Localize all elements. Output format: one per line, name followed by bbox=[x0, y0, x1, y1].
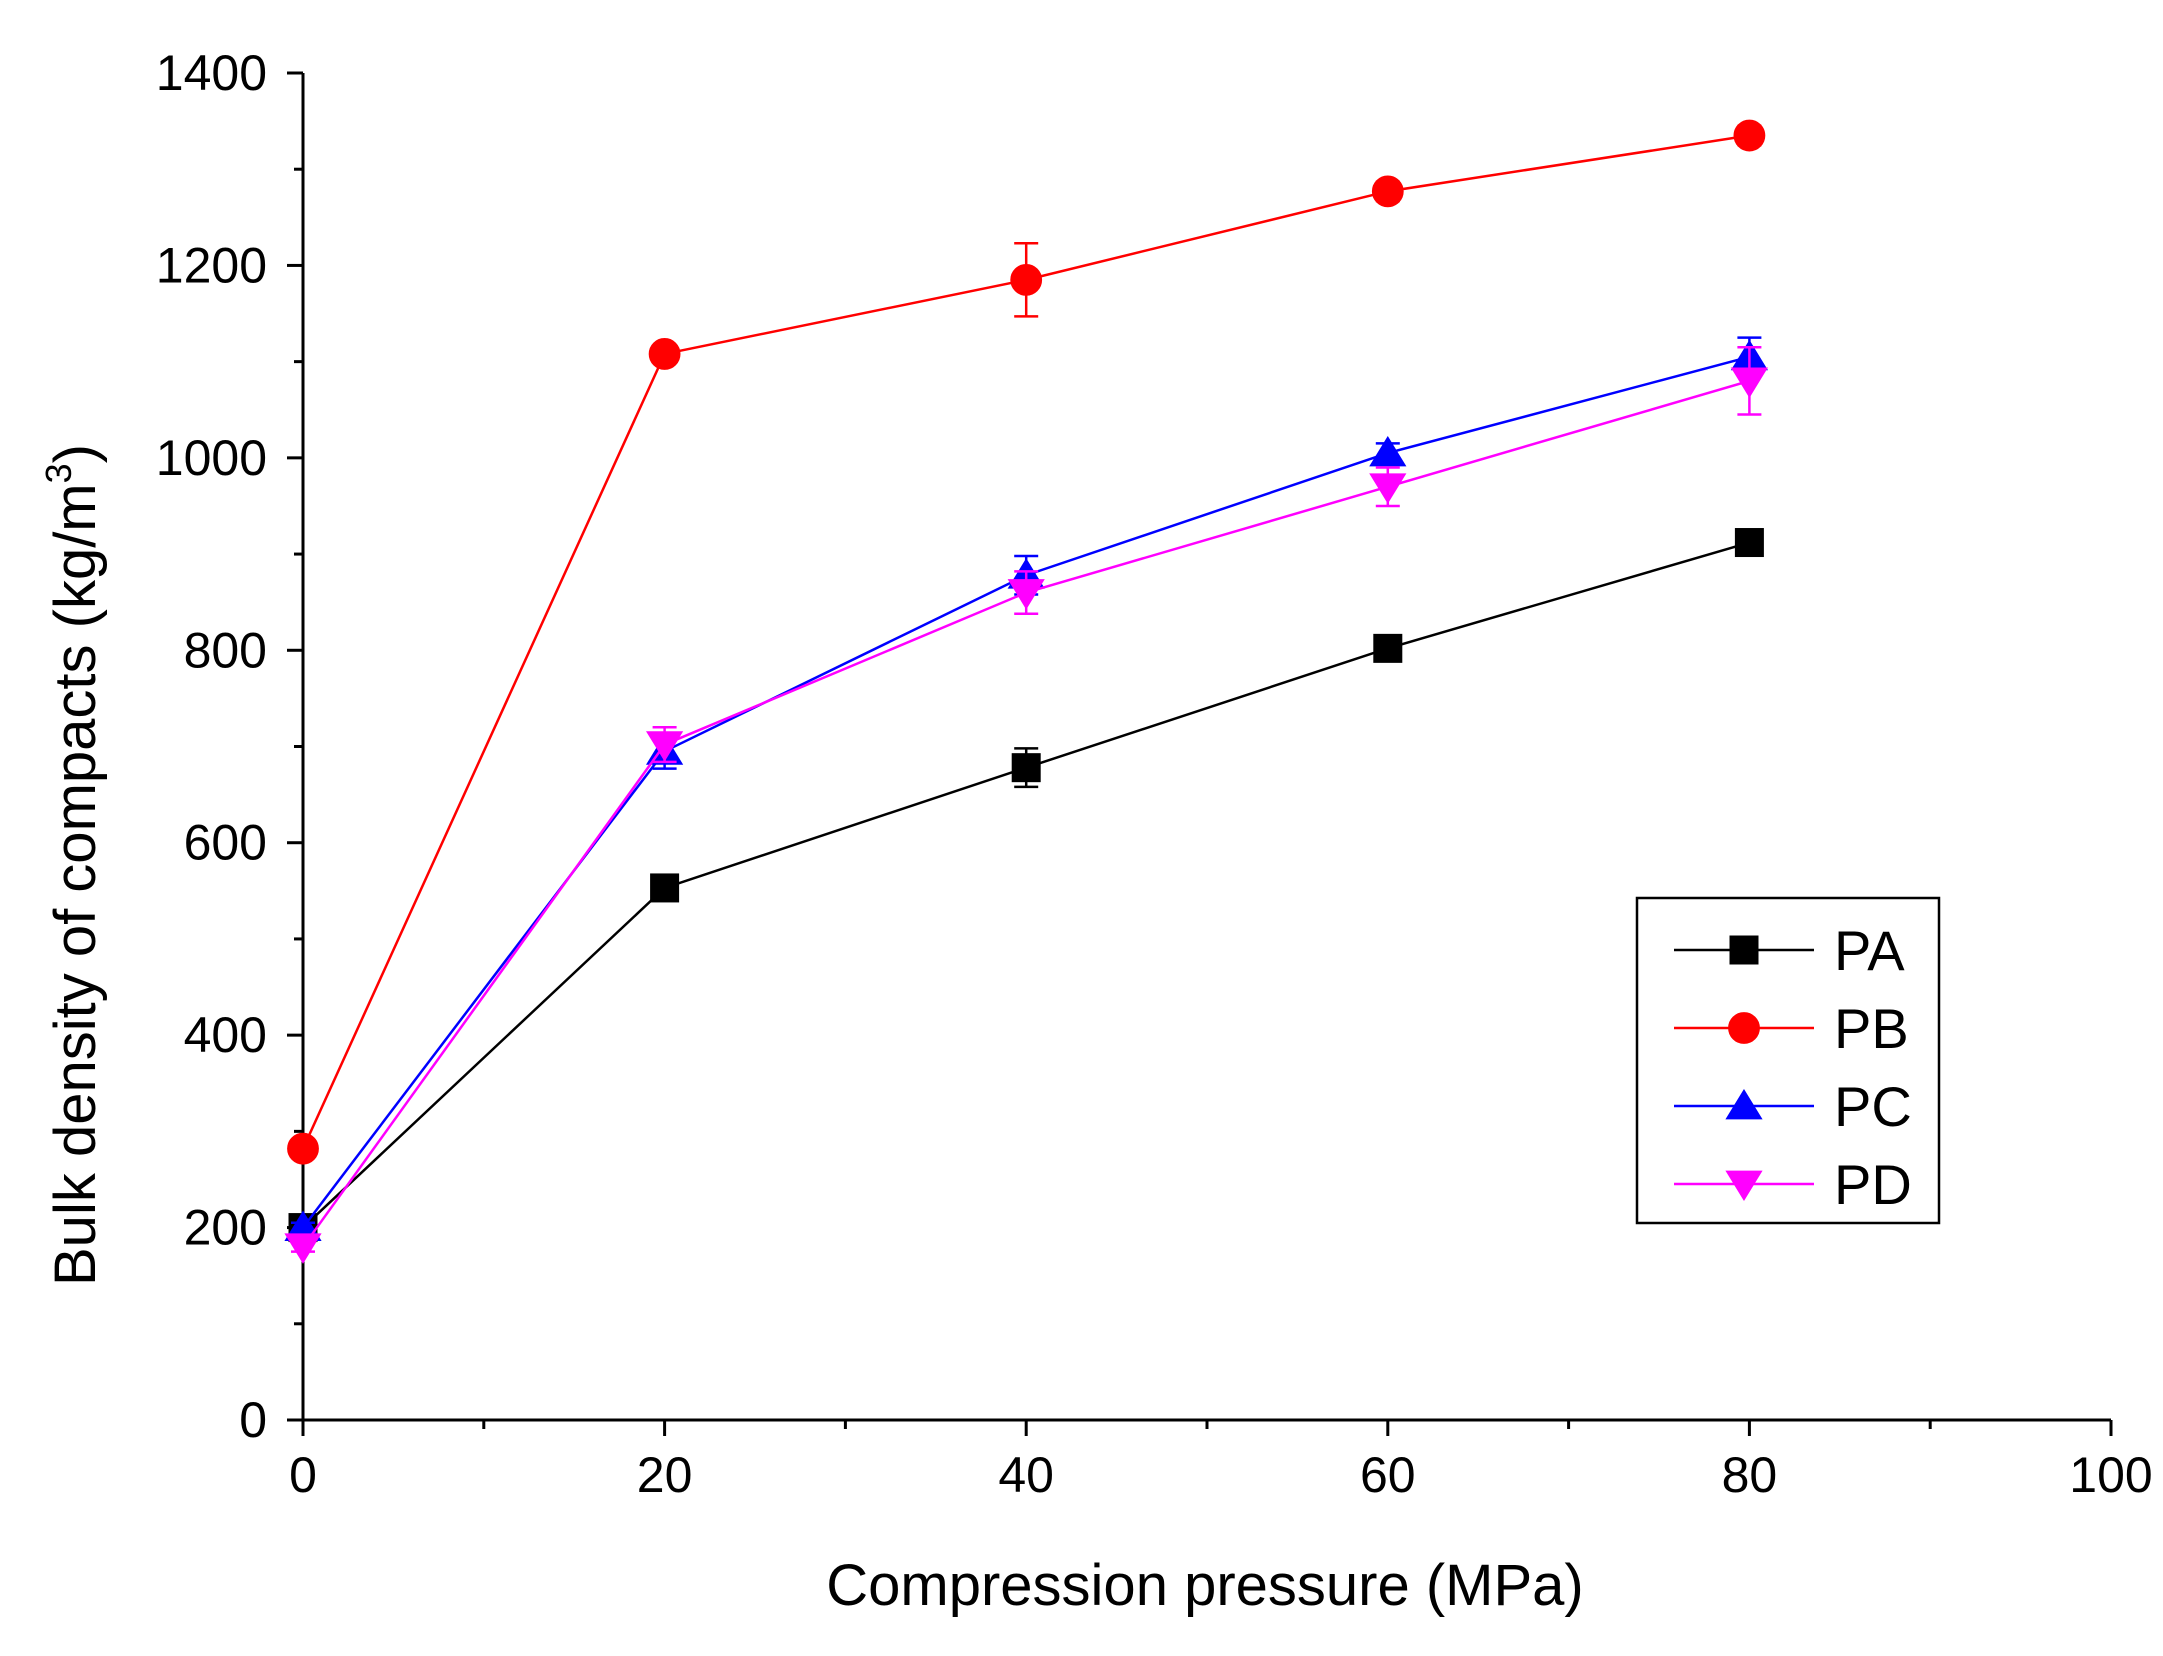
series-pb bbox=[287, 119, 1766, 1165]
data-point-pa bbox=[1373, 633, 1403, 663]
x-tick-label: 0 bbox=[289, 1447, 317, 1503]
data-point-pd bbox=[1730, 367, 1769, 398]
legend-marker-pd bbox=[1725, 1170, 1763, 1202]
y-tick-label: 600 bbox=[184, 815, 267, 871]
legend-label-pd: PD bbox=[1834, 1153, 1912, 1216]
legend-marker-pc bbox=[1725, 1088, 1763, 1120]
y-tick-label: 0 bbox=[239, 1392, 267, 1448]
x-tick-label: 60 bbox=[1360, 1447, 1416, 1503]
plot-area bbox=[284, 119, 1769, 1264]
y-axis-title-suffix: ) bbox=[43, 444, 108, 463]
data-point-pc bbox=[1369, 435, 1407, 467]
data-point-pd bbox=[1369, 473, 1407, 504]
x-tick-label: 80 bbox=[1722, 1447, 1778, 1503]
legend-label-pc: PC bbox=[1834, 1075, 1912, 1138]
x-tick-label: 100 bbox=[2069, 1447, 2152, 1503]
y-axis-title-superscript: 3 bbox=[38, 463, 79, 483]
data-point-pa bbox=[1011, 753, 1041, 783]
y-tick-label: 400 bbox=[184, 1007, 267, 1063]
legend-marker-pb bbox=[1728, 1012, 1760, 1044]
legend-label-pa: PA bbox=[1834, 919, 1905, 982]
series-pd bbox=[284, 345, 1769, 1264]
data-point-pb bbox=[287, 1132, 319, 1165]
data-point-pd bbox=[1007, 579, 1045, 610]
data-point-pb bbox=[1371, 175, 1404, 208]
data-point-pb bbox=[1010, 263, 1043, 296]
legend-marker-pa bbox=[1729, 935, 1759, 965]
x-axis-title: Compression pressure (MPa) bbox=[826, 1553, 1583, 1618]
legend-label-pb: PB bbox=[1834, 997, 1909, 1060]
y-tick-label: 200 bbox=[184, 1200, 267, 1256]
x-tick-label: 20 bbox=[637, 1447, 693, 1503]
axis-titles: Compression pressure (MPa) Bulk density … bbox=[38, 444, 1584, 1618]
legend-box bbox=[1635, 896, 1941, 1225]
y-tick-label: 1400 bbox=[156, 45, 267, 101]
y-tick-label: 1000 bbox=[156, 430, 267, 486]
data-point-pd bbox=[645, 731, 684, 762]
y-axis-title: Bulk density of compacts (kg/m3) bbox=[38, 444, 108, 1286]
data-point-pb bbox=[1733, 119, 1766, 152]
data-point-pa bbox=[650, 873, 680, 903]
y-axis-title-main: Bulk density of compacts (kg/m bbox=[43, 483, 108, 1286]
x-tick-label: 40 bbox=[998, 1447, 1054, 1503]
data-point-pb bbox=[648, 338, 681, 370]
y-tick-label: 800 bbox=[184, 622, 267, 678]
y-tick-label: 1200 bbox=[156, 237, 267, 293]
data-point-pd bbox=[284, 1233, 322, 1264]
legend: PA PB PC PD bbox=[1635, 896, 1941, 1225]
data-point-pa bbox=[1734, 528, 1764, 558]
